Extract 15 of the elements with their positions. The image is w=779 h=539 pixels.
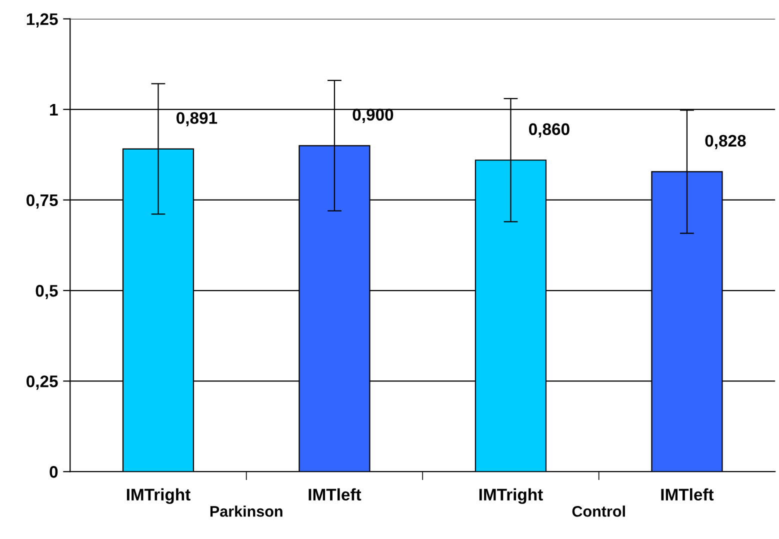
y-tick-label: 0 [50, 466, 58, 478]
data-label: 0,828 [705, 134, 746, 150]
text: Control [572, 506, 625, 517]
y-tick-label: 0,75 [26, 194, 58, 209]
data-label: 0,891 [176, 112, 218, 126]
y-tick-label: 0,25 [26, 375, 58, 390]
data-label: 0,860 [529, 123, 570, 138]
text: Parkinson [210, 506, 282, 517]
y-tick-label: 0,5 [36, 284, 58, 300]
x-tick-label: IMTright [479, 488, 543, 504]
x-tick-label: IMTleft [661, 488, 714, 501]
x-tick-label: IMTleft [308, 488, 362, 501]
y-tick-label: 1 [50, 104, 58, 116]
x-tick-label: IMTright [126, 488, 190, 504]
y-tick-label: 1,25 [26, 13, 58, 28]
